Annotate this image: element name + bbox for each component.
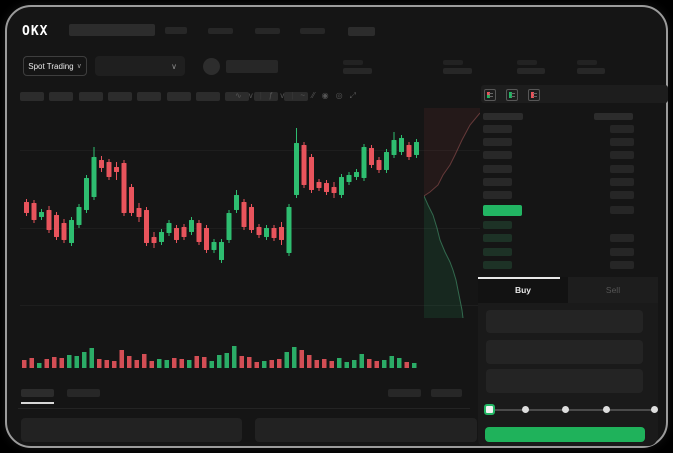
orderbook-row-price[interactable] (483, 177, 512, 186)
pair-name-placeholder (226, 60, 278, 73)
timeframe-button[interactable] (283, 92, 308, 101)
line-tool-icon[interactable]: ~ (300, 91, 305, 100)
book-view-sell-icon[interactable] (528, 89, 540, 101)
timeframe-button[interactable] (78, 92, 103, 101)
timeframe-button[interactable] (254, 92, 279, 101)
nav-item[interactable] (165, 27, 187, 34)
orderbook-header-amount (594, 113, 633, 120)
bottom-tab-open-orders[interactable] (21, 389, 54, 397)
orderbook-row-amount[interactable] (610, 125, 634, 133)
tab-sell[interactable]: Sell (568, 277, 658, 303)
book-view-buy-icon[interactable] (506, 89, 518, 101)
gridline (20, 150, 480, 151)
orderbook-row-price[interactable] (483, 191, 512, 199)
orderbook-row-price[interactable] (483, 247, 512, 256)
price-input[interactable] (486, 310, 643, 333)
bottom-action[interactable] (388, 389, 421, 397)
orderbook-row-price[interactable] (483, 221, 512, 229)
place-order-button[interactable] (485, 427, 645, 442)
trade-tabbar: Buy Sell (478, 277, 658, 303)
orderbook-row-amount[interactable] (610, 177, 634, 186)
snapshot-icon[interactable]: ◉ (321, 91, 329, 100)
volume-bars (22, 346, 417, 368)
timeframe-button[interactable] (166, 92, 191, 101)
market-type-label: Spot Trading (28, 61, 74, 71)
candle-style-icon[interactable]: ∿ (235, 91, 242, 100)
orderbook-row-amount[interactable] (610, 234, 634, 243)
gridline (20, 305, 480, 306)
bottom-active-tab-indicator (21, 402, 54, 404)
chevron-down-icon: ∨ (76, 63, 82, 70)
bottom-tab-history[interactable] (67, 389, 100, 397)
amount-input[interactable] (486, 340, 643, 364)
candlestick-chart[interactable] (20, 108, 420, 330)
settings-icon[interactable]: ◎ (335, 91, 343, 100)
slider-stop[interactable] (603, 406, 610, 413)
stat-value (517, 68, 545, 74)
orderbook-row-price[interactable] (483, 151, 512, 160)
orderbook-row-amount[interactable] (610, 151, 634, 160)
timeframe-button[interactable] (137, 92, 162, 101)
draw-tool-icon[interactable]: ⁄⁄ (311, 91, 315, 100)
orderbook-row-price[interactable] (483, 234, 512, 243)
nav-item[interactable] (300, 28, 325, 34)
orders-panel (21, 418, 242, 442)
market-title-placeholder (69, 24, 155, 36)
orderbook-row-amount[interactable] (610, 247, 634, 256)
chart-tool-icons: ∿ v | ƒ v | ~ ⁄⁄ ◉ ◎ ⤢ (235, 89, 400, 103)
stat-label (577, 60, 597, 65)
total-input[interactable] (486, 369, 643, 393)
book-view-both-icon[interactable] (484, 89, 496, 101)
slider-stop[interactable] (651, 406, 658, 413)
timeframe-button[interactable] (195, 92, 220, 101)
timeframe-button[interactable] (49, 92, 74, 101)
pair-dropdown[interactable]: ∨ (95, 56, 185, 76)
timeframe-button[interactable] (20, 92, 44, 101)
fullscreen-icon[interactable]: ⤢ (349, 91, 357, 100)
stat-value (343, 68, 372, 74)
bottom-action[interactable] (431, 389, 462, 397)
indicators-chevron-icon[interactable]: v (280, 91, 285, 100)
slider-stop[interactable] (522, 406, 529, 413)
nav-item[interactable] (208, 28, 233, 34)
timeframe-button[interactable] (107, 92, 132, 101)
nav-item[interactable] (348, 27, 375, 36)
orderbook-row-price[interactable] (483, 261, 512, 270)
orderbook-row-amount[interactable] (610, 164, 634, 173)
last-price-badge[interactable] (483, 205, 522, 216)
stat-label (443, 60, 463, 65)
orderbook-row-amount[interactable] (610, 191, 634, 199)
divider: | (259, 91, 262, 100)
depth-chart[interactable] (424, 108, 480, 318)
slider-stop[interactable] (562, 406, 569, 413)
stat-label (517, 60, 537, 65)
orders-panel (255, 418, 477, 442)
okx-logo: OKX (22, 24, 49, 39)
orderbook-row-price[interactable] (483, 125, 512, 133)
orderbook-row-amount[interactable] (610, 261, 634, 270)
divider (18, 408, 470, 409)
stat-value (443, 68, 472, 74)
orderbook-toolbar (481, 85, 668, 103)
amount-slider-track[interactable] (489, 409, 656, 411)
orderbook-row-amount[interactable] (610, 206, 634, 214)
coin-avatar (203, 58, 220, 75)
chevron-down-icon: ∨ (171, 61, 177, 71)
indicators-icon[interactable]: ƒ (268, 91, 274, 100)
tab-buy[interactable]: Buy (478, 277, 568, 303)
active-tab-indicator (478, 277, 560, 279)
stat-value (577, 68, 605, 74)
orderbook-row-price[interactable] (483, 164, 512, 173)
candle-style-chevron-icon[interactable]: v (248, 91, 253, 100)
amount-slider-handle[interactable] (484, 404, 495, 415)
market-type-selector[interactable]: Spot Trading ∨ (23, 56, 87, 76)
nav-item[interactable] (255, 28, 280, 34)
divider: | (291, 91, 294, 100)
orderbook-row-price[interactable] (483, 138, 512, 147)
orderbook-row-amount[interactable] (610, 138, 634, 147)
orderbook-header-price (483, 113, 523, 120)
stat-label (343, 60, 363, 65)
timeframe-button[interactable] (225, 92, 250, 101)
